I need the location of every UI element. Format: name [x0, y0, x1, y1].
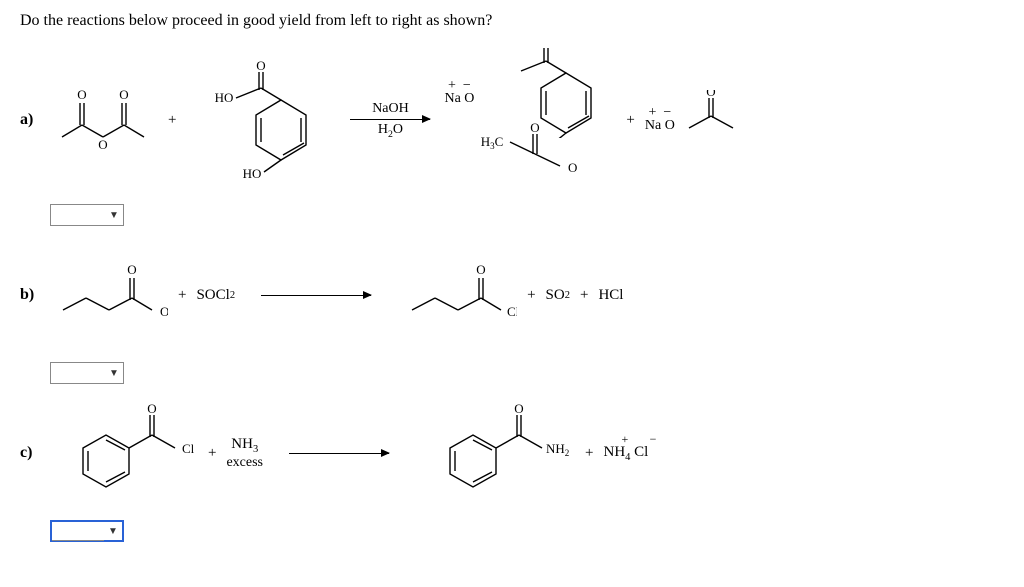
svg-text:O: O — [257, 60, 266, 73]
plus: + — [198, 445, 226, 462]
arrow-a-top: NaOH — [372, 101, 409, 117]
c-nh3: NH3 excess — [226, 436, 263, 471]
svg-text:O: O — [531, 122, 540, 135]
svg-text:HO: HO — [243, 166, 262, 180]
struct-a-prod1: + −Na O O — [444, 48, 616, 192]
svg-text:O: O — [706, 90, 715, 99]
plus: + — [570, 287, 598, 304]
dropdown-a[interactable]: ▼ — [50, 204, 124, 226]
dropdown-c-value — [52, 522, 104, 541]
plus: + — [158, 112, 186, 129]
svg-text:O: O — [514, 403, 523, 416]
svg-text:O: O — [77, 87, 86, 102]
dropdown-b[interactable]: ▼ — [50, 362, 124, 384]
svg-text:O: O — [119, 87, 128, 102]
struct-a-acetate: + −Na O O — [645, 90, 749, 150]
plus: + — [575, 445, 603, 462]
dropdown-b-value — [51, 363, 105, 384]
dropdown-c[interactable]: ▼ — [50, 520, 124, 542]
reaction-b: b) O OH + SOCl2 — [20, 240, 1004, 350]
struct-b-acid: O OH — [48, 260, 168, 330]
struct-a-diol: O HO HO — [186, 60, 336, 180]
svg-text:O: O — [98, 137, 107, 152]
struct-c-chloride: O Cl — [48, 403, 198, 503]
svg-text:HO: HO — [215, 90, 234, 105]
svg-text:O: O — [147, 403, 156, 416]
svg-text:O: O — [476, 262, 485, 277]
struct-c-amide: O NH2 — [415, 403, 575, 503]
b-socl2: SOCl2 — [196, 287, 235, 304]
c-nh4cl: + NH4 Cl − — [603, 444, 648, 463]
arrow-a-bot: H2O — [378, 122, 403, 140]
svg-text:Cl: Cl — [507, 304, 517, 319]
struct-b-chloride: O Cl — [397, 260, 517, 330]
arrow-a: NaOH H2O — [336, 101, 444, 140]
dropdown-a-value — [51, 205, 105, 226]
label-a: a) — [20, 111, 48, 129]
b-so2: SO2 — [546, 287, 570, 304]
chevron-down-icon: ▼ — [104, 522, 122, 540]
chevron-down-icon: ▼ — [105, 363, 123, 383]
label-b: b) — [20, 286, 48, 304]
b-hcl: HCl — [598, 287, 623, 304]
svg-text:H3C: H3C — [481, 134, 504, 151]
svg-text:O: O — [127, 262, 136, 277]
plus: + — [517, 287, 545, 304]
plus: + — [168, 287, 196, 304]
svg-text:OH: OH — [160, 304, 168, 319]
svg-text:Cl: Cl — [182, 441, 195, 456]
reaction-a: a) O O O + — [20, 48, 1004, 192]
svg-text:NH2: NH2 — [546, 441, 569, 458]
label-c: c) — [20, 444, 48, 462]
chevron-down-icon: ▼ — [105, 205, 123, 225]
plus: + — [616, 112, 644, 129]
svg-text:O: O — [568, 160, 577, 175]
struct-a-anhydride: O O O — [48, 85, 158, 155]
arrow-c — [263, 453, 415, 454]
reaction-c: c) O Cl + NH3 excess — [20, 398, 1004, 508]
question-text: Do the reactions below proceed in good y… — [20, 12, 1004, 30]
arrow-b — [235, 295, 397, 296]
